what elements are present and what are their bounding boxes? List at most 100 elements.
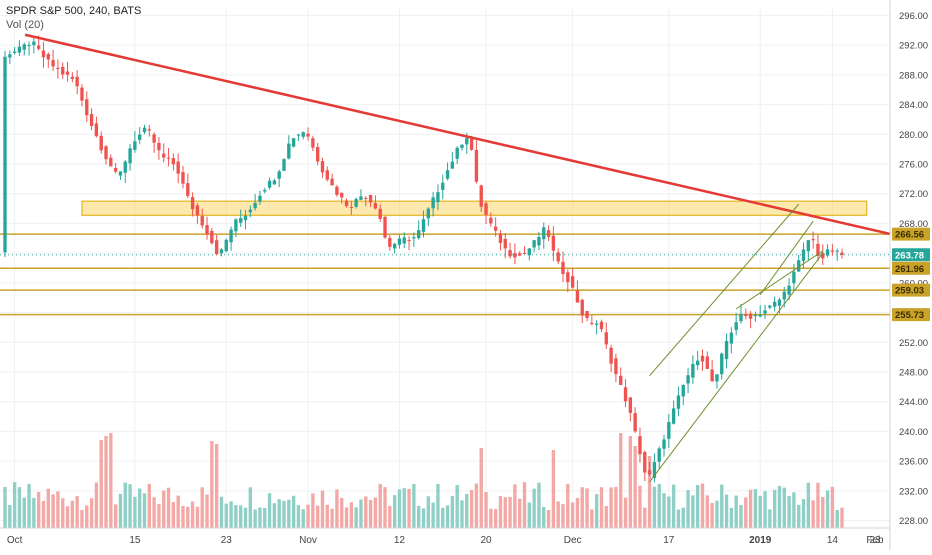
volume-bar [614, 486, 618, 528]
price-tick-label: 280.00 [899, 130, 928, 141]
candle-body [686, 375, 690, 384]
volume-indicator-label: Vol (20) [6, 19, 44, 31]
volume-bar [8, 504, 12, 528]
candle-body [311, 138, 315, 148]
volume-bar [354, 507, 358, 528]
candle-body [518, 253, 522, 256]
candle-body [647, 470, 652, 475]
volume-bar [99, 440, 103, 528]
candle-body [133, 141, 137, 150]
candle-body [570, 276, 575, 288]
volume-bar [623, 497, 628, 528]
candle-body [263, 190, 267, 192]
candle-body [513, 253, 517, 258]
volume-bar [691, 495, 695, 528]
candle-body [426, 208, 430, 219]
candle-body [392, 243, 397, 249]
volume-bar [296, 505, 301, 528]
price-tick-label: 236.00 [899, 457, 928, 468]
supply-zone [81, 200, 868, 216]
candle-body [546, 230, 551, 237]
candle-body [503, 238, 507, 249]
candle-body [710, 369, 714, 382]
volume-bar [94, 482, 99, 528]
volume-bar [176, 495, 180, 528]
volume-bar [118, 493, 123, 528]
volume-bar [450, 496, 455, 528]
candle-body [51, 60, 55, 67]
candle-body [176, 161, 180, 174]
volume-bars [3, 433, 844, 528]
volume-bar [782, 487, 786, 528]
candle-body [671, 408, 676, 424]
volume-bar [628, 436, 633, 528]
candle-body [777, 299, 782, 306]
candle-body [41, 50, 46, 58]
volume-bar [311, 493, 315, 528]
volume-bar [609, 487, 613, 528]
candle-body [17, 46, 22, 53]
volume-bar [484, 492, 488, 528]
candle-body [469, 138, 474, 150]
volume-bar [513, 484, 517, 528]
time-tick-label: 23 [869, 535, 881, 546]
price-label: 263.78 [895, 250, 924, 261]
candle-body [489, 217, 493, 224]
volume-bar [239, 505, 243, 528]
volume-bar [142, 493, 147, 528]
volume-bar [465, 493, 469, 528]
volume-bar [219, 496, 224, 528]
volume-bar [546, 509, 551, 528]
time-tick-label: 17 [663, 535, 675, 546]
candle-body [22, 44, 26, 50]
channel-lower-line [649, 252, 824, 483]
candle-body [195, 205, 200, 216]
candle-body [157, 142, 161, 151]
price-label: 261.96 [895, 264, 924, 275]
candle-body [190, 197, 195, 210]
volume-bar [263, 507, 267, 528]
volume-bar [527, 502, 532, 528]
candle-body [797, 260, 801, 272]
candle-body [12, 51, 17, 53]
volume-bar [195, 506, 200, 528]
candle-body [412, 237, 416, 239]
volume-bar [734, 495, 738, 528]
volume-bar [772, 489, 777, 528]
candle-body [537, 237, 541, 246]
candle-body [388, 237, 392, 247]
candle-body [99, 135, 103, 151]
volume-bar [474, 483, 479, 528]
volume-bar [570, 502, 575, 528]
volume-bar [724, 494, 729, 528]
candle-body [32, 41, 36, 46]
price-tick-label: 248.00 [899, 368, 928, 379]
volume-bar [806, 482, 811, 528]
candle-body [772, 301, 777, 307]
volume-bar [190, 501, 195, 528]
volume-bar [787, 496, 791, 528]
candle-body [258, 195, 262, 202]
candle-body [431, 197, 435, 209]
volume-bar [441, 507, 445, 528]
price-label-bg [892, 261, 930, 275]
candle-body [272, 180, 277, 185]
price-tick-label: 268.00 [899, 219, 928, 230]
price-label-bg [892, 308, 930, 322]
candle-body [234, 219, 238, 232]
candle-body [325, 170, 329, 180]
volume-bar [537, 482, 541, 528]
candle-body [801, 249, 806, 261]
descending-trendline [24, 33, 891, 236]
price-axis: 228.00 232.00 236.00 240.00 244.00 248.00 252.… [889, 0, 932, 550]
candle-body [662, 439, 666, 449]
volume-bar [138, 488, 142, 528]
candle-body [657, 448, 661, 462]
volume-bar [32, 497, 36, 528]
volume-bar [657, 483, 661, 528]
volume-bar [330, 508, 334, 528]
volume-bar [412, 484, 416, 528]
volume-bar [638, 485, 642, 528]
volume-bar [248, 487, 253, 528]
